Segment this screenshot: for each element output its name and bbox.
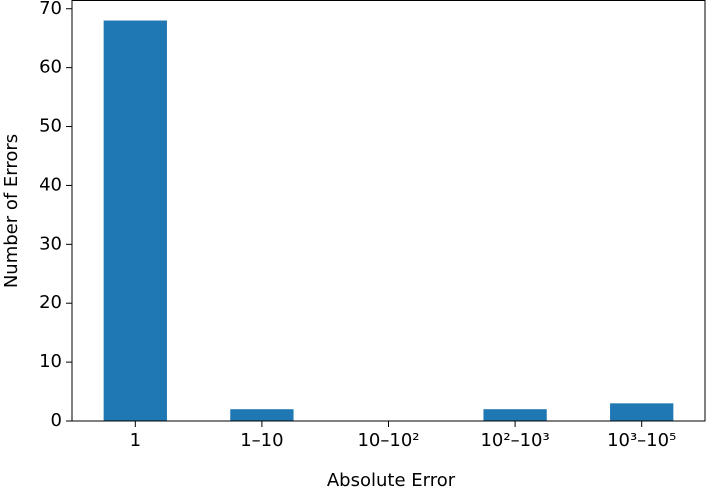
y-tick-label: 70	[39, 0, 62, 19]
y-tick-label: 50	[39, 116, 62, 137]
x-tick-label: 10²–10³	[480, 430, 549, 451]
y-tick-label: 40	[39, 174, 62, 195]
x-tick-label: 10³–10⁵	[607, 430, 676, 451]
y-axis-label: Number of Errors	[1, 134, 22, 288]
y-tick-label: 60	[39, 57, 62, 78]
y-tick-label: 20	[39, 292, 62, 313]
y-tick-label: 10	[39, 351, 62, 372]
x-axis-label: Absolute Error	[327, 470, 456, 491]
x-tick-label: 1–10	[240, 430, 283, 451]
y-tick-label: 0	[51, 410, 62, 431]
bar	[103, 20, 167, 422]
x-tick-label: 10–10²	[357, 430, 419, 451]
plot-frame	[71, 0, 706, 422]
y-tick-label: 30	[39, 233, 62, 254]
bar	[230, 409, 294, 421]
bar	[610, 403, 674, 421]
bar	[483, 409, 547, 421]
x-tick-label: 1	[130, 430, 141, 451]
